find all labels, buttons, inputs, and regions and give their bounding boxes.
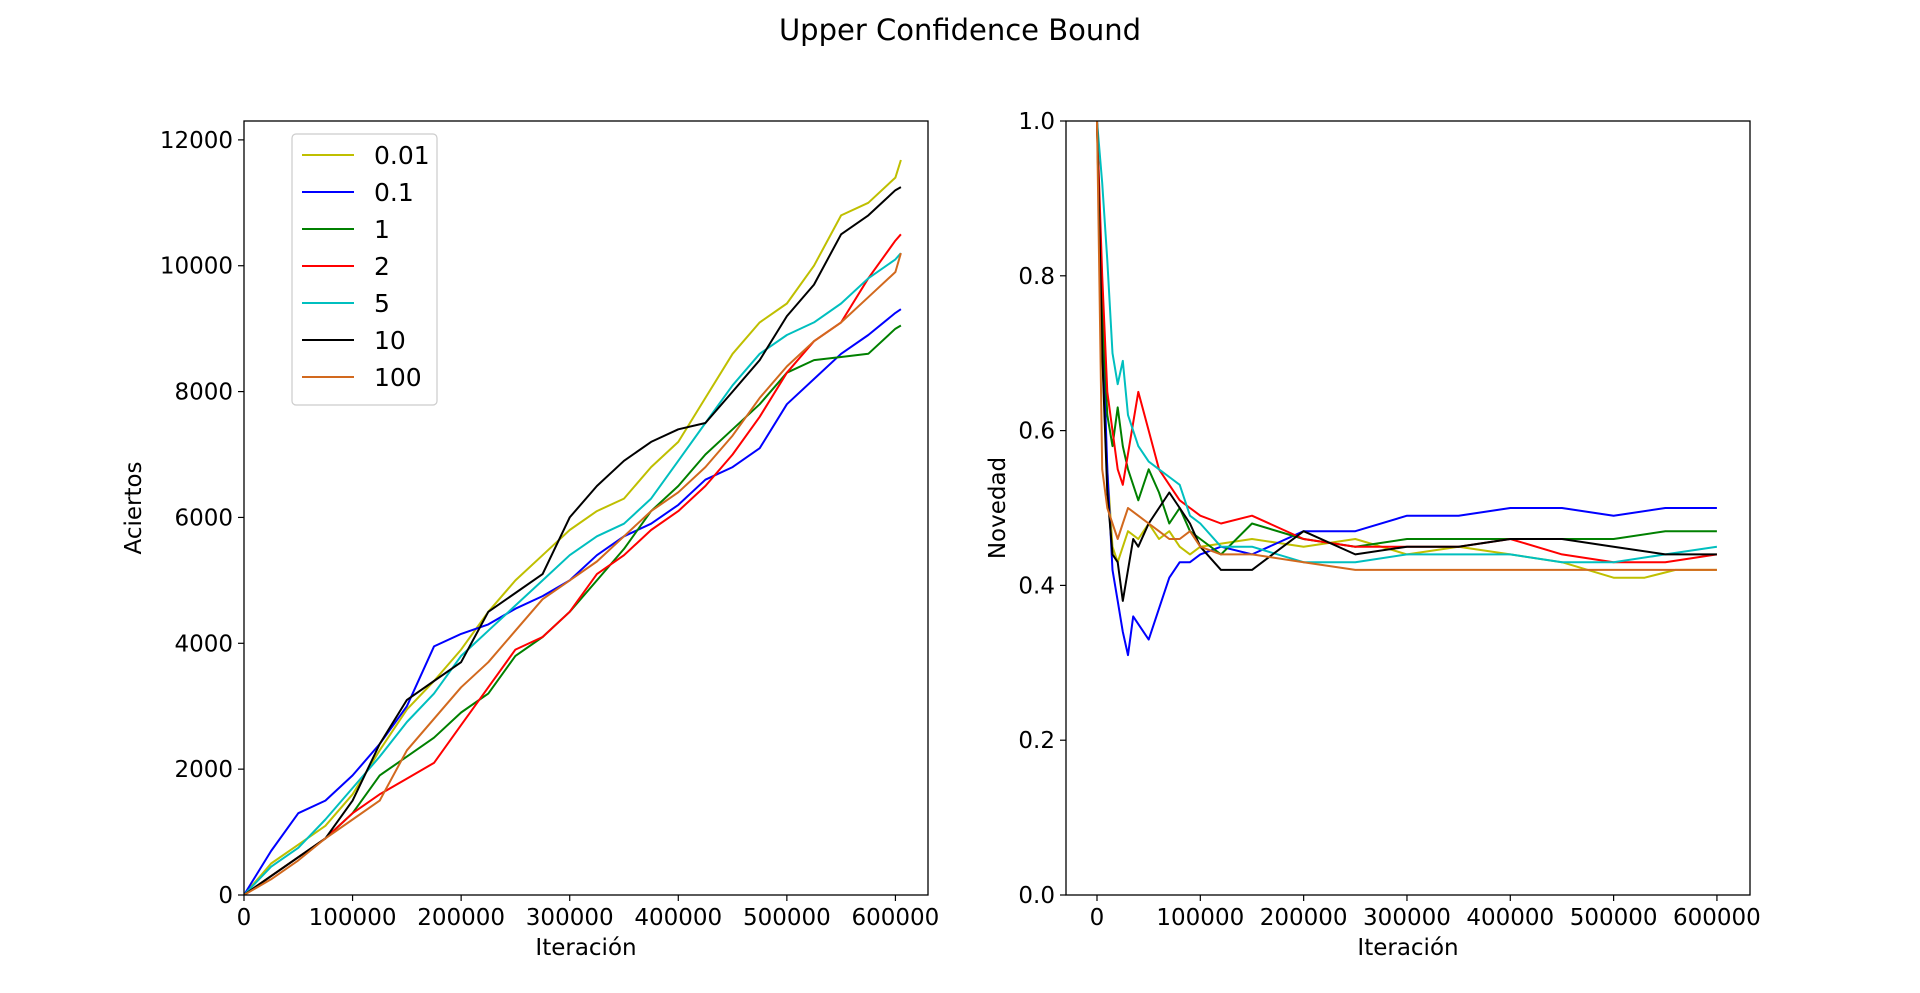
y-tick-label: 12000 — [160, 128, 233, 154]
y-tick-label: 10000 — [160, 254, 233, 280]
series-line-10 — [1096, 121, 1717, 602]
x-tick-label: 200000 — [417, 905, 505, 931]
y-tick-label: 1.0 — [1018, 109, 1055, 135]
legend-label-2: 2 — [374, 252, 390, 281]
x-tick-label: 0 — [237, 905, 252, 931]
series-line-1 — [1096, 121, 1717, 556]
x-axis-label: Iteración — [1357, 935, 1458, 961]
y-tick-label: 0.4 — [1018, 573, 1055, 599]
series-line-100 — [244, 252, 902, 895]
series-line-0.01 — [244, 159, 902, 895]
x-tick-label: 100000 — [1156, 905, 1244, 931]
figure-title: Upper Confidence Bound — [779, 13, 1141, 47]
series-line-100 — [1096, 121, 1717, 571]
legend-label-0.01: 0.01 — [374, 141, 430, 170]
y-axis-label: Novedad — [985, 457, 1011, 559]
y-tick-label: 2000 — [174, 757, 233, 783]
series-line-10 — [244, 186, 902, 895]
x-tick-label: 500000 — [743, 905, 831, 931]
legend: 0.01 0.1 1 2 5 10 100 — [291, 133, 438, 406]
y-tick-label: 0.6 — [1018, 419, 1055, 445]
chart-aciertos: 0 100000 200000 300000 400000 500000 600000020… — [121, 120, 940, 961]
y-axis-label: Aciertos — [121, 461, 147, 554]
x-tick-label: 400000 — [634, 905, 722, 931]
series-line-1 — [244, 324, 902, 895]
x-axis-label: Iteración — [535, 935, 636, 961]
legend-label-1: 1 — [374, 215, 390, 244]
plot-frame — [1065, 120, 1751, 896]
chart-novedad: 0 100000 200000 300000 400000 500000 600000 0.0… — [985, 109, 1761, 961]
legend-box — [291, 133, 438, 406]
legend-label-100: 100 — [374, 363, 422, 392]
y-tick-label: 8000 — [174, 380, 233, 406]
x-tick-label: 0 — [1090, 905, 1105, 931]
series-line-5 — [244, 252, 902, 895]
y-tick-label: 0.0 — [1018, 883, 1055, 909]
x-tick-label: 500000 — [1570, 905, 1658, 931]
x-tick-label: 300000 — [526, 905, 614, 931]
plot-frame — [243, 120, 929, 896]
series-line-2 — [1096, 121, 1718, 564]
x-tick-label: 200000 — [1260, 905, 1348, 931]
x-tick-label: 400000 — [1466, 905, 1554, 931]
x-tick-label: 100000 — [309, 905, 397, 931]
legend-label-10: 10 — [374, 326, 406, 355]
series-line-0.1 — [244, 308, 902, 895]
legend-label-5: 5 — [374, 289, 390, 318]
x-tick-label: 600000 — [852, 905, 940, 931]
y-tick-label: 6000 — [174, 505, 233, 531]
x-tick-label: 600000 — [1673, 905, 1761, 931]
y-tick-label: 0 — [218, 883, 233, 909]
y-tick-label: 0.8 — [1018, 264, 1055, 290]
y-tick-label: 4000 — [174, 631, 233, 657]
legend-label-0.1: 0.1 — [374, 178, 414, 207]
series-line-5 — [1096, 121, 1718, 564]
series-line-0.1 — [1096, 121, 1717, 657]
x-tick-label: 300000 — [1363, 905, 1451, 931]
y-tick-label: 0.2 — [1018, 728, 1055, 754]
